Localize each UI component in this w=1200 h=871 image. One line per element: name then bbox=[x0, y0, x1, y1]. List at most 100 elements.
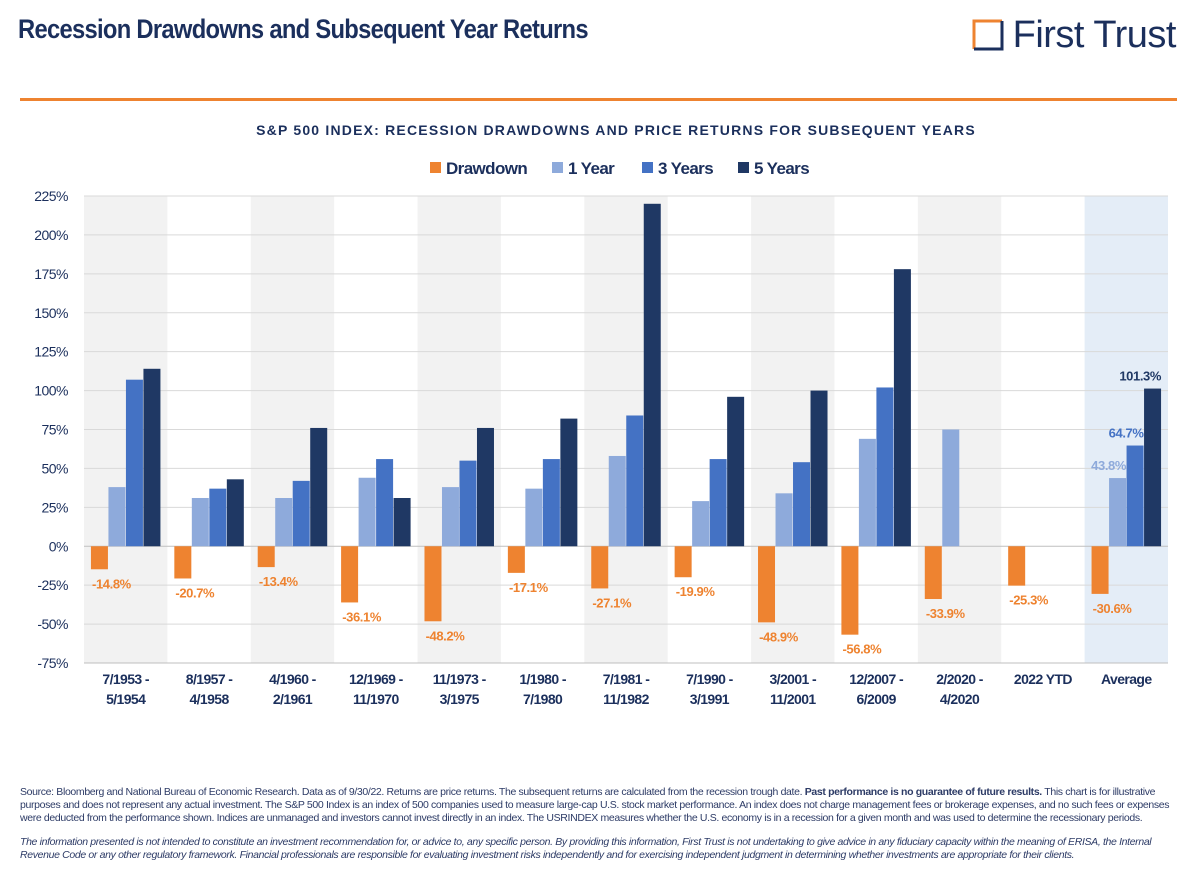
one-year-bar bbox=[441, 487, 459, 547]
one-year-bar bbox=[692, 501, 710, 547]
y-tick-label: 200% bbox=[34, 227, 68, 243]
drawdown-bar bbox=[341, 546, 359, 603]
drawdown-bar bbox=[90, 546, 108, 570]
five-year-bar bbox=[810, 390, 828, 547]
source-footnote: Source: Bloomberg and National Bureau of… bbox=[20, 786, 1180, 825]
x-tick-label: 3/1991 bbox=[690, 691, 730, 707]
footnote-bold-text: Past performance is no guarantee of futu… bbox=[804, 786, 1042, 798]
x-tick-label: 8/1957 - bbox=[186, 671, 234, 687]
legend-label: 1 Year bbox=[568, 159, 615, 178]
y-tick-label: -25% bbox=[37, 577, 68, 593]
x-tick-label: 7/1980 bbox=[523, 691, 563, 707]
drawdown-data-label: -30.6% bbox=[1093, 601, 1133, 616]
drawdown-data-label: -33.9% bbox=[926, 606, 966, 621]
legend-label: 3 Years bbox=[658, 159, 713, 178]
drawdown-data-label: -14.8% bbox=[92, 576, 132, 591]
x-tick-label: 7/1981 - bbox=[603, 671, 651, 687]
three-year-bar bbox=[793, 462, 811, 547]
y-tick-label: 175% bbox=[34, 266, 68, 282]
x-tick-label: 4/1958 bbox=[189, 691, 229, 707]
x-tick-label: 2/2020 - bbox=[936, 671, 984, 687]
one-year-bar bbox=[108, 487, 126, 547]
x-tick-label: 3/2001 - bbox=[769, 671, 817, 687]
three-year-bar bbox=[542, 459, 560, 547]
drawdown-bar bbox=[758, 546, 776, 623]
x-tick-label: 11/1982 bbox=[603, 691, 649, 707]
bar-chart: -75% -50% -25% 0% 25% 50% 75% 100% 125% 150% 175% 2… bbox=[34, 122, 1168, 707]
one-year-bar bbox=[191, 497, 209, 547]
y-tick-label: 25% bbox=[41, 499, 68, 515]
y-tick-label: 100% bbox=[34, 383, 68, 399]
x-tick-label: 11/1973 - bbox=[433, 671, 487, 687]
five-year-bar bbox=[727, 396, 745, 547]
three-year-bar bbox=[292, 480, 310, 547]
drawdown-bar bbox=[1091, 546, 1109, 594]
drawdown-bar bbox=[174, 546, 192, 579]
one-year-bar bbox=[608, 455, 626, 547]
page-title: Recession Drawdowns and Subsequent Year … bbox=[18, 14, 589, 44]
legend-swatch bbox=[430, 162, 441, 173]
x-tick-label: 11/1970 bbox=[353, 691, 399, 707]
legend-label: 5 Years bbox=[754, 159, 809, 178]
one-year-bar bbox=[275, 497, 293, 547]
y-tick-label: 225% bbox=[34, 188, 68, 204]
drawdown-data-label: -56.8% bbox=[843, 642, 883, 657]
drawdown-data-label: -20.7% bbox=[175, 585, 215, 600]
drawdown-bar bbox=[924, 546, 942, 600]
x-tick-label: 1/1980 - bbox=[519, 671, 567, 687]
three-year-bar bbox=[709, 459, 727, 547]
three-year-bar bbox=[876, 387, 894, 547]
five-year-bar bbox=[643, 203, 661, 547]
five-year-bar bbox=[893, 269, 911, 547]
x-tick-label: 12/2007 - bbox=[849, 671, 904, 687]
five-year-bar bbox=[226, 479, 244, 547]
one-year-bar bbox=[775, 493, 793, 547]
one-year-bar bbox=[1109, 478, 1127, 547]
x-tick-label: 12/1969 - bbox=[349, 671, 404, 687]
x-tick-label: 5/1954 bbox=[106, 691, 146, 707]
drawdown-bar bbox=[424, 546, 442, 622]
x-tick-label: 2022 YTD bbox=[1014, 671, 1072, 687]
drawdown-bar bbox=[591, 546, 609, 589]
drawdown-data-label: -17.1% bbox=[509, 580, 549, 595]
y-tick-label: 0% bbox=[49, 538, 68, 554]
x-tick-label: 2/1961 bbox=[273, 691, 313, 707]
x-tick-label: 6/2009 bbox=[857, 691, 897, 707]
x-tick-label: 3/1975 bbox=[440, 691, 480, 707]
brand-name: First Trust bbox=[1012, 13, 1177, 56]
one-year-bar bbox=[942, 429, 960, 547]
x-tick-label: 7/1990 - bbox=[686, 671, 734, 687]
drawdown-data-label: -48.9% bbox=[759, 629, 799, 644]
drawdown-data-label: -36.1% bbox=[342, 609, 382, 624]
y-tick-label: 75% bbox=[41, 422, 68, 438]
one-year-bar bbox=[858, 438, 876, 547]
one-year-bar bbox=[525, 488, 543, 547]
five-year-bar bbox=[476, 427, 494, 547]
drawdown-bar bbox=[1008, 546, 1026, 586]
x-tick-label: 4/1960 - bbox=[269, 671, 317, 687]
x-tick-label: 7/1953 - bbox=[102, 671, 150, 687]
footnote-text-continued: This chart is for illustrative purposes … bbox=[20, 786, 1170, 824]
drawdown-bar bbox=[841, 546, 859, 635]
average-data-label: 64.7% bbox=[1109, 426, 1145, 441]
five-year-bar bbox=[393, 497, 411, 547]
five-year-bar bbox=[143, 368, 161, 547]
three-year-bar bbox=[209, 488, 227, 547]
three-year-bar bbox=[459, 460, 477, 547]
x-tick-label: Average bbox=[1101, 671, 1152, 687]
y-tick-label: 125% bbox=[34, 344, 68, 360]
drawdown-data-label: -13.4% bbox=[259, 574, 299, 589]
y-tick-label: -75% bbox=[37, 655, 68, 671]
y-tick-label: 150% bbox=[34, 305, 68, 321]
three-year-bar bbox=[376, 459, 394, 547]
header-divider bbox=[20, 98, 1177, 101]
drawdown-bar bbox=[674, 546, 692, 578]
five-year-bar bbox=[560, 418, 578, 547]
drawdown-data-label: -19.9% bbox=[676, 584, 716, 599]
average-data-label: 43.8% bbox=[1091, 458, 1127, 473]
x-tick-label: 4/2020 bbox=[940, 691, 980, 707]
three-year-bar bbox=[1126, 445, 1144, 547]
five-year-bar bbox=[310, 427, 328, 547]
one-year-bar bbox=[358, 477, 376, 547]
drawdown-bar bbox=[257, 546, 275, 568]
